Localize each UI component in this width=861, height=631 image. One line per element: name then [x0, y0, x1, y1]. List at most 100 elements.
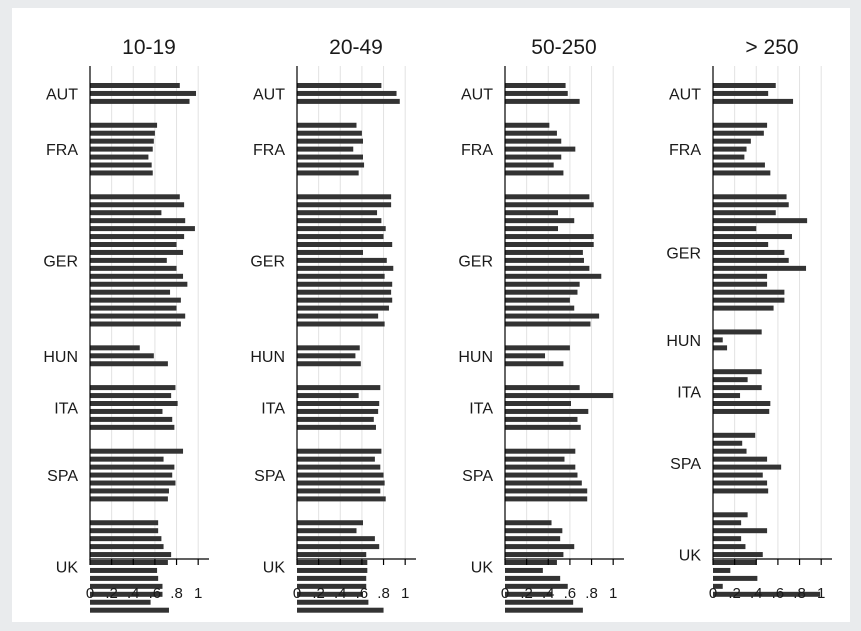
panel-50-250-bar-uk	[505, 607, 583, 613]
panel-50-250-bar-ger	[505, 313, 600, 319]
panel-250-bar-spa	[713, 448, 747, 454]
panel-20-49-bar-ger	[297, 234, 384, 240]
panel-50-250-category-label: AUT	[461, 86, 493, 103]
panel-250-bar-ger	[713, 242, 769, 247]
panel-50-250-bar-fra	[505, 122, 550, 128]
panel-10-19-bar-ger	[90, 273, 184, 279]
panel-250-bar-ger	[713, 218, 808, 224]
panel-20-49-bar-ger	[297, 281, 393, 287]
panel-20-49-bar-spa	[297, 480, 385, 486]
panel-50-250-bar-spa	[505, 464, 576, 470]
panel-20-49-bar-ger	[297, 202, 392, 208]
panel-10-19-bar-ger	[90, 321, 181, 327]
panel-50-250-bar-ita	[505, 416, 578, 422]
panel-50-250-x-tick-label: .6	[564, 585, 577, 602]
panel-50-250-bar-ita	[505, 408, 589, 414]
panel-20-49-bar-ger	[297, 289, 392, 295]
panel-250-bar-ger	[713, 194, 787, 200]
panel-250-bar-hun	[713, 337, 723, 343]
panel-50-250-bar-fra	[505, 162, 554, 168]
panel-20-49-x-tick-label: 1	[401, 585, 409, 602]
panel-10-19-bar-ita	[90, 385, 176, 391]
panel-10-19-bar-ita	[90, 408, 163, 414]
panel-20-49-bar-fra	[297, 138, 363, 144]
panel-50-250-bar-spa	[505, 472, 578, 478]
panel-250-bar-ita	[713, 369, 762, 375]
panel-10-19-bar-ger	[90, 242, 177, 247]
panel-20-49-bar-ger	[297, 265, 394, 271]
panel-250-bar-uk	[713, 528, 768, 534]
panel-20-49-category-label: SPA	[254, 468, 285, 485]
panel-10-19-bar-ger	[90, 305, 177, 311]
panel-50-250-bar-ger	[505, 202, 594, 208]
panel-20-49-bar-ger	[297, 249, 363, 255]
panel-10-19-bar-ger	[90, 265, 177, 271]
panel-10-19-bar-ger	[90, 234, 185, 240]
panel-20-49-bar-uk	[297, 536, 375, 542]
panel-20-49-bar-uk	[297, 599, 369, 605]
panel-250-bar-fra	[713, 170, 771, 176]
panel-20-49-x-tick-label: 0	[293, 585, 301, 602]
panel-10-19-bar-fra	[90, 122, 158, 128]
panel-250-bar-uk	[713, 520, 742, 526]
panel-250-bar-ger	[713, 249, 785, 255]
panel-10-19-bar-uk	[90, 583, 163, 589]
panel-250-bar-spa	[713, 464, 782, 470]
panel-250-bar-ger	[713, 289, 785, 295]
panel-250-bar-ger	[713, 305, 774, 311]
panel-10-19-bar-uk	[90, 560, 168, 565]
panel-20-49-bar-ita	[297, 385, 381, 391]
panel-10-19-bar-uk	[90, 599, 151, 605]
panel-20-49-bar-fra	[297, 170, 359, 176]
panel-50-250-bar-uk	[505, 599, 574, 605]
panel-20-49-category-label: FRA	[253, 142, 285, 159]
panel-10-19-bar-uk	[90, 591, 163, 597]
panel-250-x-tick-label: 0	[709, 585, 717, 602]
panel-20-49-bar-uk	[297, 575, 367, 581]
panel-50-250-category-label: HUN	[458, 349, 493, 366]
panel-250-bar-spa	[713, 456, 768, 462]
panel-20-49-bar-spa	[297, 448, 382, 454]
panel-20-49-bar-uk	[297, 591, 363, 597]
panel-20-49-bar-ita	[297, 408, 379, 414]
panel-250-bar-uk	[713, 512, 748, 518]
panel-50-250-bar-ger	[505, 226, 559, 232]
panel-250-bar-spa	[713, 488, 769, 494]
panel-50-250-bar-hun	[505, 345, 570, 351]
panel-50-250-bar-fra	[505, 146, 576, 152]
panel-10-19-bar-spa	[90, 456, 164, 462]
panel-20-49-bar-fra	[297, 130, 362, 136]
panel-250-bar-spa	[713, 472, 763, 478]
panel-20-49-bar-spa	[297, 456, 375, 462]
panel-20-49-bar-spa	[297, 488, 381, 494]
panel-20-49-bar-ger	[297, 210, 378, 216]
panel-20-49-bar-aut	[297, 83, 382, 88]
panel-250-x-tick-label: 1	[817, 585, 825, 602]
panel-250-bar-ger	[713, 257, 789, 263]
panel-50-250-bar-ger	[505, 257, 584, 263]
panel-10-19-bar-aut	[90, 98, 190, 104]
panel-50-250-bar-ger	[505, 289, 578, 295]
panel-250-bar-fra	[713, 146, 747, 152]
panel-250-bar-uk	[713, 552, 763, 558]
panel-50-250-x-tick-label: 0	[501, 585, 509, 602]
panel-10-19-bar-ger	[90, 289, 171, 295]
panel-10-19-bar-uk	[90, 544, 164, 550]
panel-10-19-bar-hun	[90, 361, 168, 367]
panel-250-bar-aut	[713, 83, 776, 88]
panel-50-250-bar-fra	[505, 154, 562, 160]
panel-50-250-category-label: SPA	[462, 468, 493, 485]
panel-10-19-bar-uk	[90, 567, 158, 573]
panel-10-19-category-label: ITA	[54, 400, 78, 417]
panel-20-49-bar-uk	[297, 583, 367, 589]
panel-50-250-bar-spa	[505, 448, 576, 454]
panel-20-49-bar-ger	[297, 305, 389, 311]
panel-10-19-title: 10-19	[122, 36, 176, 59]
panel-50-250-bar-aut	[505, 83, 566, 88]
panel-20-49-bar-fra	[297, 162, 365, 168]
panel-50-250-bar-uk	[505, 552, 564, 558]
panel-250-category-label: GER	[666, 245, 701, 262]
panel-250-bar-ger	[713, 226, 757, 232]
panel-20-49-bar-ger	[297, 321, 385, 327]
panel-250-category-label: HUN	[666, 333, 701, 350]
